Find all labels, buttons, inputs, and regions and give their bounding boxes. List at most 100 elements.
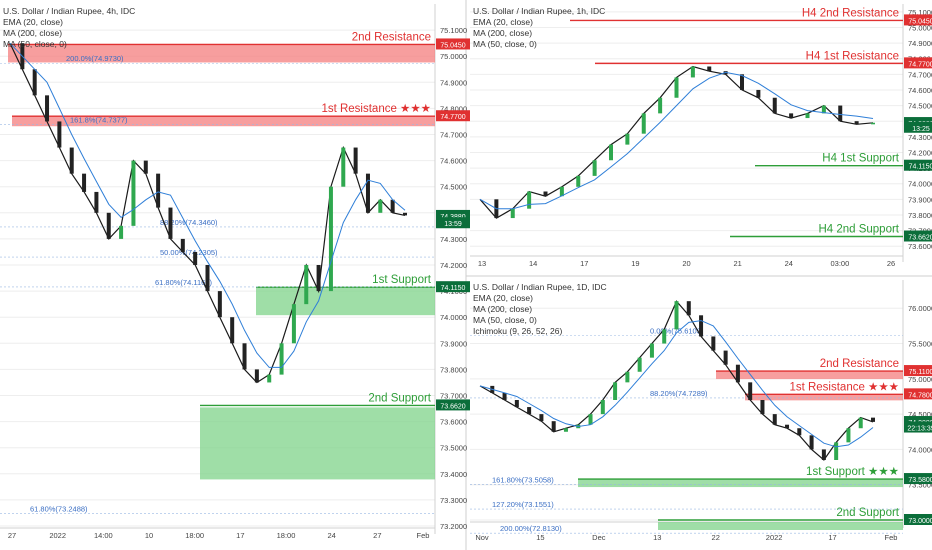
y-tick-label: 73.6000: [908, 242, 932, 251]
fib-label: 61.80%(74.1160): [155, 278, 212, 287]
candle: [45, 95, 50, 122]
candle: [180, 238, 185, 252]
candle: [559, 186, 564, 197]
candle: [193, 251, 198, 265]
candle: [821, 105, 826, 114]
x-tick-label: 21: [733, 259, 741, 268]
candle: [502, 392, 507, 400]
candle: [82, 173, 87, 192]
x-tick-label: 10: [145, 531, 153, 540]
level-zone: [12, 116, 435, 127]
price-badge: [904, 388, 932, 400]
symbol-title: U.S. Dollar / Indian Rupee, 1h, IDC: [473, 6, 605, 16]
indicator-legend: MA (50, close, 0): [473, 315, 537, 325]
price-badge: [436, 399, 470, 411]
ma-line: [479, 71, 874, 210]
candle: [94, 191, 99, 213]
x-tick-label: 18:00: [277, 531, 296, 540]
level-label: 1st Support: [372, 274, 432, 286]
candle: [267, 374, 272, 383]
x-tick-label: 14: [529, 259, 537, 268]
candle: [205, 265, 210, 292]
candle: [365, 173, 370, 213]
y-tick-label: 74.7000: [908, 70, 932, 79]
level-label: 1st Support ★★★: [806, 466, 899, 478]
y-tick-label: 76.0000: [908, 304, 932, 313]
y-tick-label: 74.2000: [908, 148, 932, 157]
candle: [748, 382, 753, 400]
y-tick-label: 73.2000: [440, 522, 467, 531]
candle: [609, 144, 613, 161]
candle: [254, 369, 259, 383]
x-tick-label: 13: [478, 259, 486, 268]
candle: [168, 207, 173, 239]
y-tick-label: 74.0000: [440, 313, 467, 322]
fib-label: 88.20%(74.3460): [160, 218, 218, 227]
level-zone: [658, 522, 903, 530]
y-tick-label: 75.1000: [440, 26, 467, 35]
y-tick-label: 74.6000: [908, 86, 932, 95]
indicator-legend: MA (200, close): [3, 28, 62, 38]
level-label: 2nd Resistance: [820, 358, 899, 370]
level-label: H4 2nd Support: [818, 224, 899, 236]
y-tick-label: 73.9000: [908, 195, 932, 204]
candle: [641, 113, 646, 134]
candle: [106, 212, 111, 239]
price-badge-label: 74.7700: [440, 114, 465, 121]
fib-label: 161.80%(73.5058): [492, 475, 554, 484]
x-tick-label: 2022: [766, 533, 783, 542]
candle: [291, 304, 296, 344]
y-tick-label: 74.5000: [908, 410, 932, 419]
y-tick-label: 74.5000: [908, 102, 932, 111]
x-tick-label: 19: [631, 259, 639, 268]
x-tick-label: 15: [536, 533, 544, 542]
y-tick-label: 74.9000: [908, 39, 932, 48]
x-tick-label: 17: [236, 531, 244, 540]
price-badge: [436, 217, 470, 229]
candle: [789, 113, 794, 119]
candle: [143, 160, 148, 174]
fib-label: 200.00%(72.8130): [500, 524, 562, 533]
indicator-legend: EMA (20, close): [3, 17, 63, 27]
price-badge-label: 13:25: [912, 126, 930, 133]
ma-line: [479, 320, 874, 448]
x-tick-label: Feb: [417, 531, 430, 540]
candle: [674, 77, 679, 98]
price-badge-label: 75.0450: [440, 42, 465, 49]
candle: [588, 414, 593, 425]
candle: [674, 301, 679, 330]
fib-label: 0.00%(75.6103): [650, 327, 704, 336]
candle: [772, 414, 777, 425]
plot-area: [470, 4, 903, 254]
x-tick-label: 24: [785, 259, 793, 268]
x-tick-label: 17: [580, 259, 588, 268]
candle: [809, 435, 814, 450]
indicator-legend: EMA (20, close): [473, 17, 533, 27]
price-badge: [436, 281, 470, 293]
indicator-legend: MA (200, close): [473, 28, 532, 38]
candle: [821, 449, 826, 460]
candle: [341, 147, 346, 187]
candle: [613, 382, 618, 400]
level-zone: [716, 371, 903, 380]
candle: [690, 66, 695, 78]
y-tick-label: 73.5000: [908, 481, 932, 490]
candle: [510, 208, 515, 219]
y-tick-label: 75.0000: [908, 375, 932, 384]
symbol-title: U.S. Dollar / Indian Rupee, 4h, IDC: [3, 6, 135, 16]
y-tick-label: 73.8000: [440, 365, 467, 374]
candle: [699, 315, 704, 337]
candle: [658, 97, 663, 114]
price-badge: [904, 121, 932, 133]
candle: [760, 400, 765, 415]
x-tick-label: Nov: [475, 533, 489, 542]
level-label: H4 1st Support: [822, 153, 900, 165]
y-tick-label: 73.5000: [440, 444, 467, 453]
x-tick-label: 22: [712, 533, 720, 542]
candle: [625, 371, 630, 383]
candle: [217, 291, 222, 318]
candle: [390, 199, 395, 213]
candle: [527, 407, 532, 415]
price-badge-label: 74.1150: [441, 285, 466, 292]
